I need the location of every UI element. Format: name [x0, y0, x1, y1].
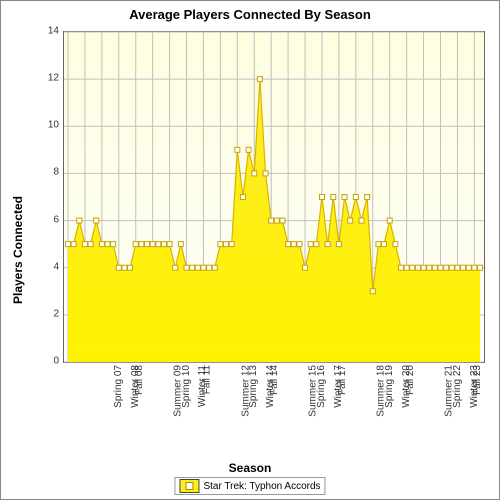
x-tick: Spring 10: [181, 365, 192, 408]
x-tick: Fall 08: [134, 365, 145, 395]
area-chart-svg: [64, 32, 484, 362]
legend-label: Star Trek: Typhon Accords: [203, 481, 320, 492]
y-tick: 8: [29, 167, 59, 178]
legend-swatch: [179, 479, 199, 493]
y-tick: 0: [29, 356, 59, 367]
x-tick: Spring 22: [451, 365, 462, 408]
y-tick: 14: [29, 26, 59, 37]
x-tick: Spring 16: [316, 365, 327, 408]
y-tick: 2: [29, 308, 59, 319]
x-tick: Fall 23: [473, 365, 484, 395]
chart-title: Average Players Connected By Season: [1, 7, 499, 22]
plot-area: [63, 31, 485, 363]
x-tick: Fall 17: [337, 365, 348, 395]
x-tick: Spring 07: [113, 365, 124, 408]
legend: Star Trek: Typhon Accords: [174, 477, 325, 495]
x-tick: Fall 14: [269, 365, 280, 395]
chart-frame: Average Players Connected By Season Play…: [0, 0, 500, 500]
y-tick: 12: [29, 73, 59, 84]
x-tick: Fall 11: [201, 365, 212, 394]
y-tick: 6: [29, 214, 59, 225]
x-tick: Spring 19: [384, 365, 395, 408]
y-tick: 4: [29, 261, 59, 272]
x-tick: Fall 20: [405, 365, 416, 395]
x-axis-label: Season: [1, 461, 499, 475]
y-tick: 10: [29, 120, 59, 131]
x-tick: Spring 13: [248, 365, 259, 408]
y-axis-label: Players Connected: [11, 196, 25, 304]
